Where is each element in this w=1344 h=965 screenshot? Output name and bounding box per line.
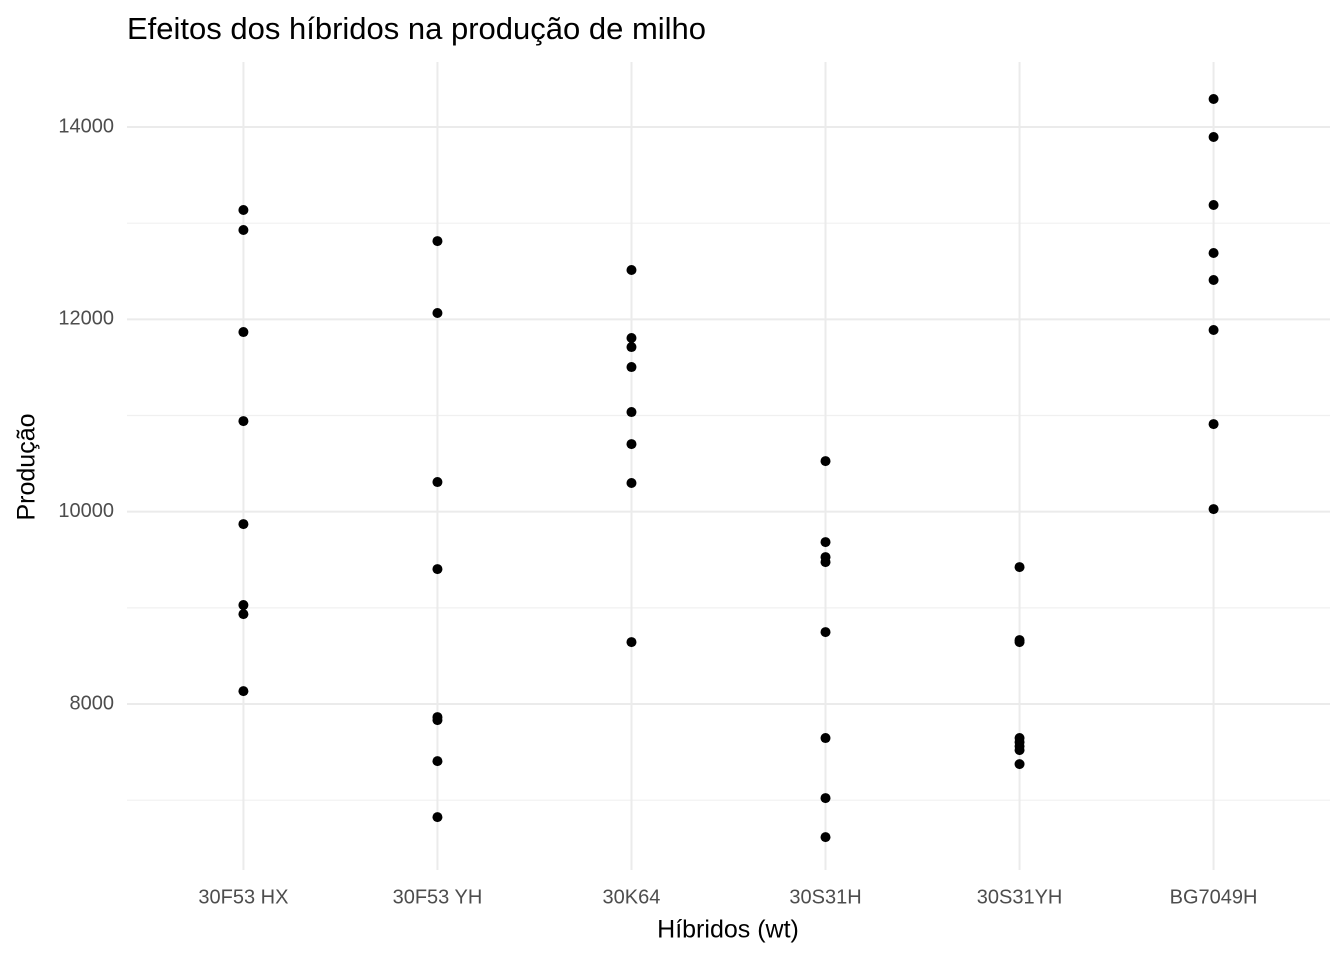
chart-title: Efeitos dos híbridos na produção de milh…	[127, 11, 706, 46]
point	[238, 225, 249, 236]
x-tick-label: BG7049H	[1170, 886, 1258, 908]
point	[626, 342, 637, 353]
point	[1014, 637, 1025, 648]
point	[1208, 504, 1219, 515]
x-axis-title: Híbridos (wt)	[657, 916, 799, 944]
point	[1208, 419, 1219, 430]
point	[820, 557, 831, 568]
x-tick-label: 30F53 YH	[393, 886, 483, 908]
y-tick-label: 8000	[70, 692, 115, 714]
point	[1208, 94, 1219, 105]
point	[820, 627, 831, 638]
y-tick-label: 14000	[58, 115, 114, 137]
x-tick-label: 30S31H	[789, 886, 861, 908]
point	[1208, 325, 1219, 336]
point	[1208, 200, 1219, 211]
point	[238, 519, 249, 530]
point	[238, 686, 249, 697]
point	[1014, 562, 1025, 573]
point	[1208, 132, 1219, 143]
x-tick-label: 30K64	[603, 886, 661, 908]
point	[626, 333, 637, 344]
point	[432, 236, 443, 247]
x-tick-label: 30S31YH	[977, 886, 1063, 908]
point	[238, 327, 249, 338]
y-tick-label: 12000	[58, 308, 114, 330]
point	[238, 205, 249, 216]
point	[626, 637, 637, 648]
x-tick-label: 30F53 HX	[198, 886, 288, 908]
point	[432, 307, 443, 318]
point	[820, 733, 831, 744]
point	[432, 564, 443, 575]
point	[238, 609, 249, 620]
point	[1014, 745, 1025, 756]
point	[626, 362, 637, 373]
point	[1208, 275, 1219, 286]
point	[432, 756, 443, 767]
point	[626, 407, 637, 418]
point	[626, 265, 637, 276]
point	[238, 600, 249, 611]
point	[432, 715, 443, 726]
point	[1014, 759, 1025, 770]
point	[820, 832, 831, 843]
point	[238, 416, 249, 427]
y-tick-label: 10000	[58, 500, 114, 522]
point	[1208, 247, 1219, 258]
y-axis-title: Produção	[13, 413, 41, 520]
point	[820, 793, 831, 804]
point	[820, 537, 831, 548]
point	[432, 477, 443, 488]
point	[626, 478, 637, 489]
point	[432, 812, 443, 823]
point	[820, 456, 831, 467]
point	[626, 439, 637, 450]
